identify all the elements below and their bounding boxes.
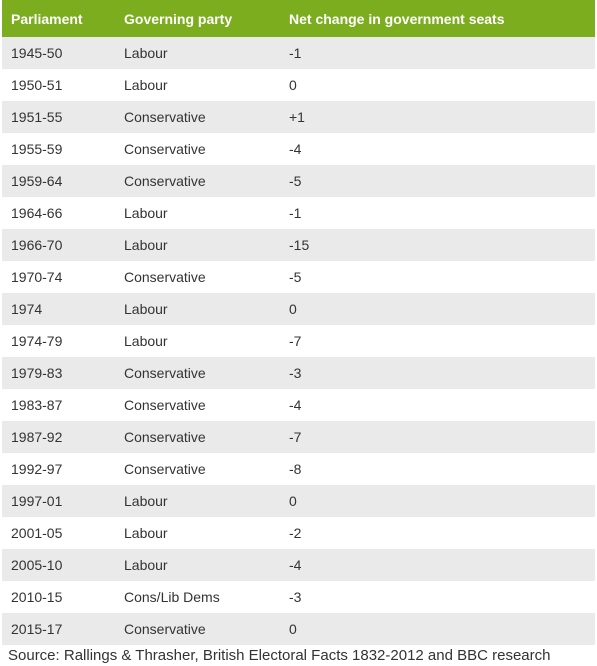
- header-governing-party: Governing party: [124, 0, 289, 37]
- cell-governing-party: Labour: [124, 37, 289, 69]
- cell-net-change: 0: [289, 69, 595, 101]
- cell-parliament: 1992-97: [2, 453, 124, 485]
- cell-net-change: -15: [289, 229, 595, 261]
- table-row: 1974 Labour 0: [2, 293, 595, 325]
- cell-net-change: -8: [289, 453, 595, 485]
- cell-net-change: 0: [289, 293, 595, 325]
- cell-net-change: -7: [289, 325, 595, 357]
- cell-parliament: 1974: [2, 293, 124, 325]
- cell-parliament: 1951-55: [2, 101, 124, 133]
- cell-parliament: 2010-15: [2, 581, 124, 613]
- table-row: 1987-92 Conservative -7: [2, 421, 595, 453]
- cell-net-change: -3: [289, 357, 595, 389]
- cell-governing-party: Labour: [124, 549, 289, 581]
- cell-governing-party: Conservative: [124, 613, 289, 645]
- cell-parliament: 1959-64: [2, 165, 124, 197]
- cell-governing-party: Conservative: [124, 133, 289, 165]
- table-row: 2010-15 Cons/Lib Dems -3: [2, 581, 595, 613]
- cell-parliament: 1955-59: [2, 133, 124, 165]
- cell-governing-party: Labour: [124, 197, 289, 229]
- table-row: 1955-59 Conservative -4: [2, 133, 595, 165]
- cell-net-change: 0: [289, 613, 595, 645]
- cell-governing-party: Conservative: [124, 101, 289, 133]
- cell-net-change: -5: [289, 261, 595, 293]
- cell-net-change: 0: [289, 485, 595, 517]
- table-row: 1951-55 Conservative +1: [2, 101, 595, 133]
- cell-governing-party: Labour: [124, 229, 289, 261]
- table-row: 1970-74 Conservative -5: [2, 261, 595, 293]
- cell-governing-party: Conservative: [124, 453, 289, 485]
- cell-parliament: 1945-50: [2, 37, 124, 69]
- cell-governing-party: Conservative: [124, 421, 289, 453]
- cell-net-change: -5: [289, 165, 595, 197]
- cell-parliament: 1987-92: [2, 421, 124, 453]
- cell-parliament: 2005-10: [2, 549, 124, 581]
- table-row: 2015-17 Conservative 0: [2, 613, 595, 645]
- cell-net-change: +1: [289, 101, 595, 133]
- cell-parliament: 1974-79: [2, 325, 124, 357]
- cell-parliament: 1966-70: [2, 229, 124, 261]
- header-row: Parliament Governing party Net change in…: [2, 0, 595, 37]
- cell-net-change: -4: [289, 133, 595, 165]
- cell-parliament: 1979-83: [2, 357, 124, 389]
- table-row: 2001-05 Labour -2: [2, 517, 595, 549]
- cell-net-change: -7: [289, 421, 595, 453]
- table-row: 1983-87 Conservative -4: [2, 389, 595, 421]
- cell-parliament: 1950-51: [2, 69, 124, 101]
- cell-net-change: -4: [289, 389, 595, 421]
- cell-net-change: -4: [289, 549, 595, 581]
- header-net-change: Net change in government seats: [289, 0, 595, 37]
- seat-change-table: Parliament Governing party Net change in…: [2, 0, 595, 645]
- table-row: 1979-83 Conservative -3: [2, 357, 595, 389]
- cell-governing-party: Cons/Lib Dems: [124, 581, 289, 613]
- table-row: 1997-01 Labour 0: [2, 485, 595, 517]
- table-row: 1959-64 Conservative -5: [2, 165, 595, 197]
- cell-net-change: -1: [289, 37, 595, 69]
- cell-parliament: 1983-87: [2, 389, 124, 421]
- table-header: Parliament Governing party Net change in…: [2, 0, 595, 37]
- cell-governing-party: Labour: [124, 517, 289, 549]
- cell-governing-party: Conservative: [124, 165, 289, 197]
- table-row: 1992-97 Conservative -8: [2, 453, 595, 485]
- cell-governing-party: Labour: [124, 293, 289, 325]
- cell-parliament: 1964-66: [2, 197, 124, 229]
- source-note: Source: Rallings & Thrasher, British Ele…: [8, 647, 551, 664]
- cell-governing-party: Conservative: [124, 389, 289, 421]
- table-row: 2005-10 Labour -4: [2, 549, 595, 581]
- cell-governing-party: Conservative: [124, 261, 289, 293]
- table-row: 1966-70 Labour -15: [2, 229, 595, 261]
- cell-governing-party: Labour: [124, 325, 289, 357]
- cell-net-change: -3: [289, 581, 595, 613]
- cell-governing-party: Labour: [124, 69, 289, 101]
- cell-net-change: -2: [289, 517, 595, 549]
- table-row: 1950-51 Labour 0: [2, 69, 595, 101]
- cell-parliament: 1970-74: [2, 261, 124, 293]
- table-body: 1945-50 Labour -1 1950-51 Labour 0 1951-55 Cons…: [2, 37, 595, 645]
- cell-governing-party: Labour: [124, 485, 289, 517]
- cell-governing-party: Conservative: [124, 357, 289, 389]
- header-parliament: Parliament: [2, 0, 124, 37]
- table-row: 1964-66 Labour -1: [2, 197, 595, 229]
- cell-parliament: 2001-05: [2, 517, 124, 549]
- cell-parliament: 1997-01: [2, 485, 124, 517]
- cell-net-change: -1: [289, 197, 595, 229]
- table-row: 1945-50 Labour -1: [2, 37, 595, 69]
- cell-parliament: 2015-17: [2, 613, 124, 645]
- table-row: 1974-79 Labour -7: [2, 325, 595, 357]
